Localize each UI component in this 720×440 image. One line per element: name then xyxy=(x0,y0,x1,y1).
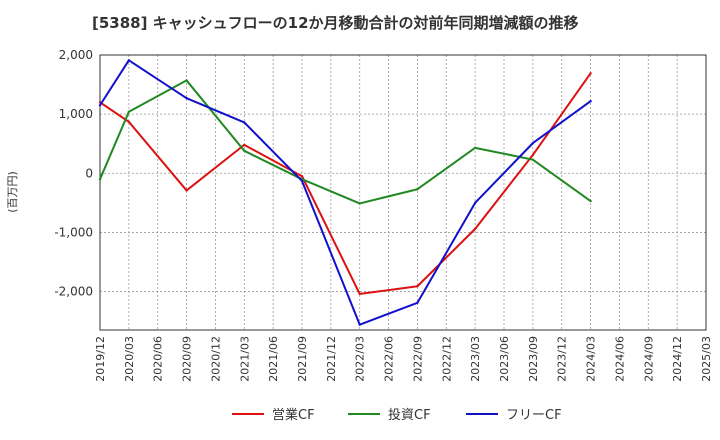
data-point xyxy=(589,72,592,75)
x-tick-label: 2021/06 xyxy=(267,336,280,382)
y-axis-label: (百万円) xyxy=(6,171,19,213)
data-point xyxy=(243,121,246,124)
x-tick-label: 2024/06 xyxy=(613,336,626,382)
data-point xyxy=(358,292,361,296)
data-point xyxy=(300,175,304,178)
x-tick-label: 2024/12 xyxy=(671,336,684,382)
data-point xyxy=(531,141,535,145)
y-tick-label: 2,000 xyxy=(59,48,93,62)
legend-label: 営業CF xyxy=(272,407,315,423)
legend-label: 投資CF xyxy=(388,407,431,423)
data-point xyxy=(589,199,592,203)
x-tick-label: 2024/09 xyxy=(642,336,655,382)
data-point xyxy=(243,149,246,153)
x-tick-label: 2023/12 xyxy=(556,336,569,382)
x-tick-label: 2022/03 xyxy=(354,336,367,382)
data-point xyxy=(185,79,188,82)
y-tick-label: 1,000 xyxy=(59,107,93,121)
series-line xyxy=(99,79,592,205)
data-point xyxy=(300,179,304,183)
data-point xyxy=(358,323,361,326)
data-point xyxy=(473,227,477,231)
x-tick-label: 2020/06 xyxy=(152,336,165,382)
x-tick-label: 2019/12 xyxy=(94,336,107,382)
y-tick-label: -1,000 xyxy=(54,225,93,239)
x-tick-label: 2025/03 xyxy=(700,336,713,382)
data-point xyxy=(416,188,419,191)
data-point xyxy=(185,189,188,192)
data-point xyxy=(473,201,477,205)
data-point xyxy=(185,96,188,100)
plot-frame xyxy=(99,54,707,331)
x-tick-label: 2024/03 xyxy=(585,336,598,382)
legend-label: フリーCF xyxy=(506,408,562,423)
data-point xyxy=(416,285,419,288)
x-tick-label: 2022/06 xyxy=(383,336,396,382)
data-point xyxy=(589,99,592,103)
x-tick-label: 2021/09 xyxy=(296,336,309,382)
data-point xyxy=(98,104,102,107)
x-tick-label: 2023/06 xyxy=(498,336,511,382)
data-point xyxy=(416,301,419,304)
series-line xyxy=(99,72,592,295)
x-tick-label: 2021/03 xyxy=(238,336,251,382)
data-point xyxy=(127,110,131,113)
x-tick-label: 2022/09 xyxy=(411,336,424,382)
data-point xyxy=(358,202,361,205)
data-point xyxy=(127,120,131,124)
data-point xyxy=(243,143,246,147)
y-tick-label: -2,000 xyxy=(54,285,93,299)
x-tick-label: 2023/09 xyxy=(527,336,540,382)
x-tick-label: 2022/12 xyxy=(440,336,453,382)
data-point xyxy=(531,153,535,157)
data-point xyxy=(127,59,131,62)
chart-title: [5388] キャッシュフローの12か月移動合計の対前年同期増減額の推移 xyxy=(92,14,579,32)
data-point xyxy=(98,177,102,181)
x-tick-label: 2021/12 xyxy=(325,336,338,382)
x-tick-label: 2023/03 xyxy=(469,336,482,382)
x-tick-label: 2020/03 xyxy=(123,336,136,382)
series-line xyxy=(99,59,592,326)
x-tick-label: 2020/09 xyxy=(181,336,194,382)
data-point xyxy=(473,146,477,150)
y-tick-label: 0 xyxy=(85,166,93,180)
data-point xyxy=(531,158,535,161)
x-tick-label: 2020/12 xyxy=(209,336,222,382)
